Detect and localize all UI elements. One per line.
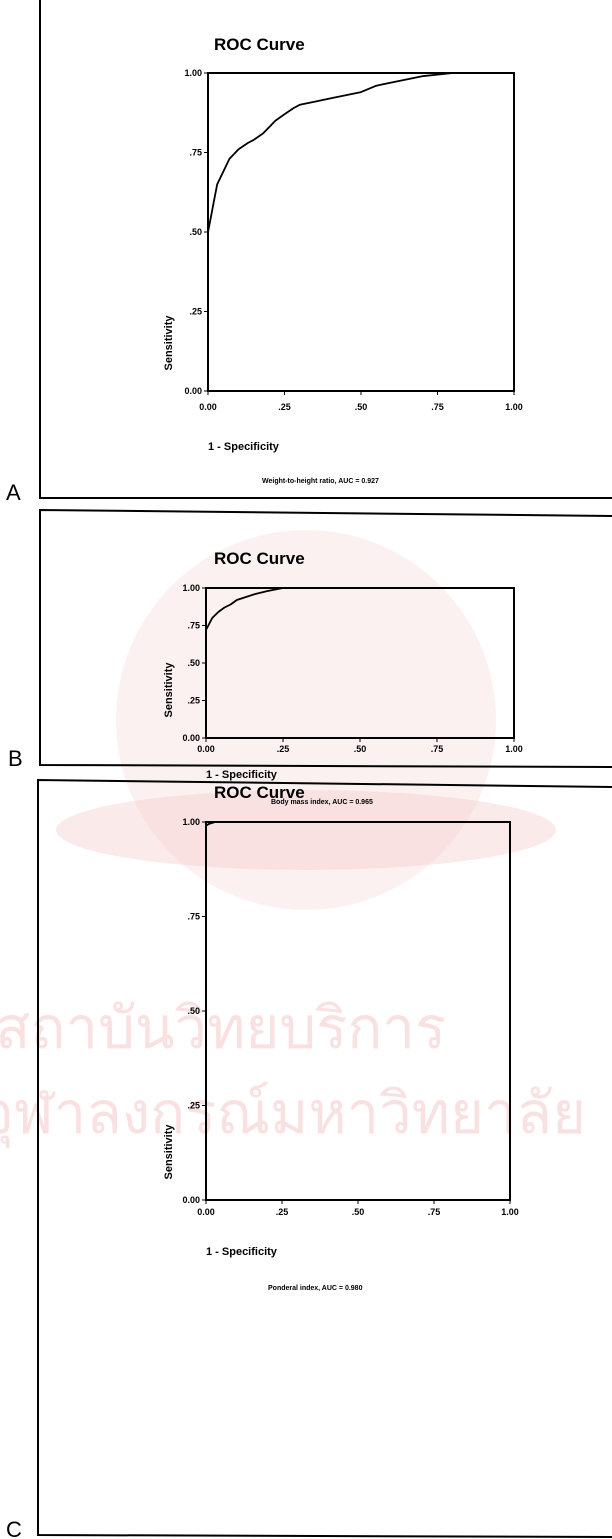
panel-a: A — [6, 0, 612, 505]
x-tick-label: 1.00 — [505, 744, 523, 754]
x-tick-label: 1.00 — [501, 1207, 519, 1217]
watermark-seal-shape — [116, 530, 496, 910]
x-axis-title: 1 - Specificity — [208, 441, 280, 453]
x-tick-label: .50 — [354, 744, 367, 754]
y-axis-title: Sensitivity — [163, 662, 175, 718]
x-tick-label: .25 — [276, 1207, 289, 1217]
y-axis-title: Sensitivity — [163, 1124, 175, 1180]
x-tick-label: .75 — [431, 744, 444, 754]
y-tick-label: .75 — [187, 912, 200, 922]
chart-caption: Weight-to-height ratio, AUC = 0.927 — [262, 478, 379, 485]
x-tick-label: .25 — [277, 744, 290, 754]
y-tick-label: .25 — [187, 696, 200, 706]
panel-letter: B — [8, 746, 23, 771]
y-tick-label: 1.00 — [184, 68, 202, 78]
chart-title: ROC Curve — [214, 35, 305, 54]
chart-title: ROC Curve — [214, 549, 305, 568]
y-tick-label: 1.00 — [182, 817, 200, 827]
roc-chart: ROC Curve 0.00 .25 .50 .75 1.00 0.00 .25 .50 .75 1… — [163, 549, 523, 806]
x-tick-label: 1.00 — [505, 402, 523, 412]
y-tick-label: .50 — [187, 658, 200, 668]
x-tick-label: .25 — [278, 402, 291, 412]
watermark-line-1: สถาบันวิทยบริการ — [0, 994, 446, 1062]
roc-curve-line — [205, 821, 510, 1200]
y-tick-label: 1.00 — [182, 583, 200, 593]
x-tick-label: .75 — [431, 402, 444, 412]
panel-letter: C — [6, 1517, 22, 1539]
panel-c: C — [6, 778, 612, 1539]
y-tick-label: .75 — [189, 148, 202, 158]
x-tick-label: .50 — [352, 1207, 365, 1217]
chart-caption: Body mass index, AUC = 0.965 — [271, 799, 373, 806]
watermark-line-2: จุฬาลงกรณ์มหาวิทยาลัย — [0, 1079, 586, 1149]
plot-area — [207, 72, 515, 392]
x-tick-label: 0.00 — [197, 1207, 215, 1217]
y-tick-label: .25 — [187, 1101, 200, 1111]
panel-frame — [39, 0, 612, 499]
y-tick-label: .75 — [187, 621, 200, 631]
panel-frame — [37, 778, 612, 1538]
y-tick-label: 0.00 — [182, 733, 200, 743]
x-axis-title: 1 - Specificity — [206, 1246, 278, 1258]
y-axis-title: Sensitivity — [163, 315, 175, 371]
x-tick-label: 0.00 — [199, 402, 217, 412]
roc-chart: ROC Curve 0.00 .25 .50 .75 1.00 0.00 .25 .50 .75 1… — [163, 783, 519, 1292]
y-tick-label: .50 — [189, 227, 202, 237]
watermark-seal-base-shape — [56, 790, 556, 870]
x-axis-title: 1 - Specificity — [206, 769, 278, 781]
y-tick-label: .50 — [187, 1006, 200, 1016]
panel-b: B — [8, 508, 612, 771]
x-tick-label: .75 — [428, 1207, 441, 1217]
chart-layer: ROC Curve 0.00 .25 .50 .75 1.00 0.00 .25 .50 .75 1… — [163, 35, 523, 1292]
roc-curve-line — [205, 587, 514, 738]
panel-letter: A — [6, 480, 21, 505]
roc-chart: ROC Curve 0.00 .25 .50 .75 1.00 0.00 .25 .50 .75 1… — [163, 35, 523, 485]
x-tick-label: .50 — [355, 402, 368, 412]
x-tick-label: 0.00 — [197, 744, 215, 754]
chart-title: ROC Curve — [214, 783, 305, 802]
panel-frame — [39, 508, 612, 768]
roc-curve-line — [207, 72, 514, 391]
y-tick-label: 0.00 — [182, 1195, 200, 1205]
y-tick-label: .25 — [189, 307, 202, 317]
chart-caption: Ponderal index, AUC = 0.980 — [268, 1285, 363, 1292]
watermark: สถาบันวิทยบริการ จุฬาลงกรณ์มหาวิทยาลัย — [0, 530, 586, 1149]
y-tick-label: 0.00 — [184, 386, 202, 396]
